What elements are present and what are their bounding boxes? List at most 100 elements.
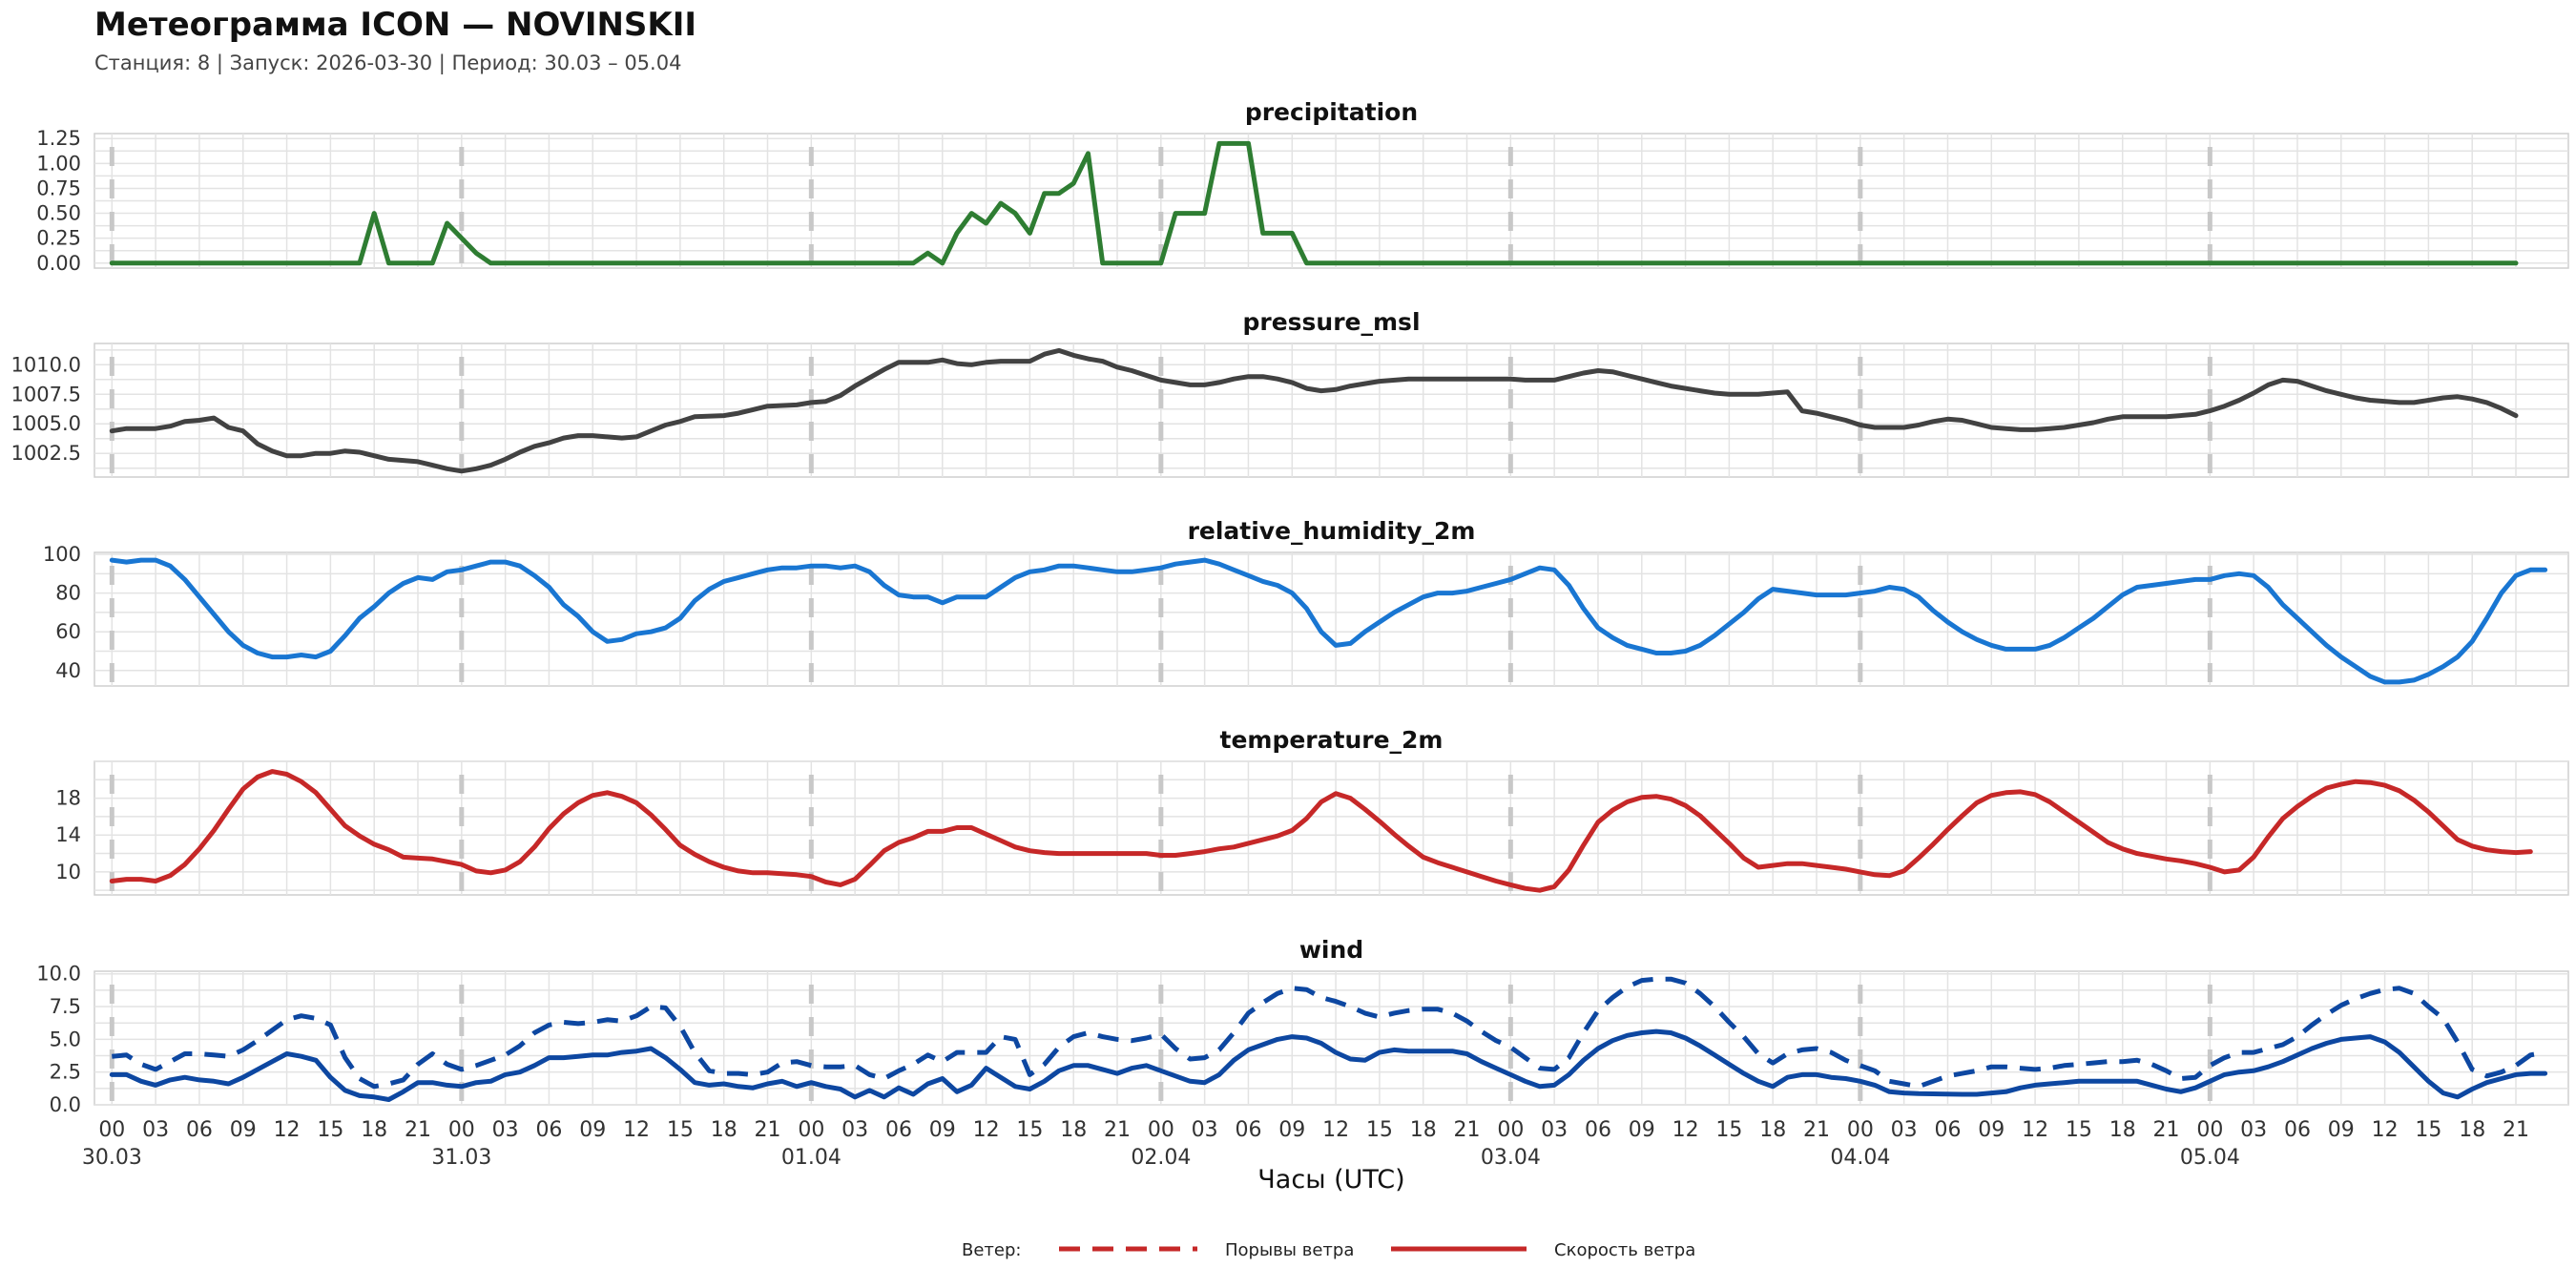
y-tick-label: 14 <box>55 823 81 846</box>
x-tick-hour: 12 <box>1322 1118 1349 1142</box>
x-tick-hour: 00 <box>1847 1118 1874 1142</box>
y-tick-label: 7.5 <box>50 995 81 1018</box>
panel-precipitation: 0.000.250.50 0.751.001.25 precipitation <box>36 98 2569 275</box>
x-tick-hour: 06 <box>2284 1118 2311 1142</box>
series-line-relative-humidity-2m <box>109 557 2548 685</box>
y-tick-label: 0.50 <box>36 202 81 225</box>
y-tick-label: 18 <box>55 787 81 810</box>
x-tick-hour: 12 <box>2372 1118 2399 1142</box>
series-line-wind-1 <box>109 1028 2548 1102</box>
y-tick-label: 1.25 <box>36 127 81 150</box>
y-tick-label: 0.75 <box>36 177 81 199</box>
legend-label-gusts: Порывы ветра <box>1225 1240 1354 1260</box>
x-tick-hour: 06 <box>186 1118 213 1142</box>
x-tick-hour: 03 <box>1891 1118 1918 1142</box>
x-tick-hour: 03 <box>1192 1118 1218 1142</box>
y-tick-label: 2.5 <box>50 1061 81 1084</box>
y-tick-label: 0.25 <box>36 227 81 250</box>
x-tick-hour: 18 <box>711 1118 737 1142</box>
x-tick-hour: 06 <box>1235 1118 1261 1142</box>
panel-pressure-msl: 1002.5 1005.0 1007.5 1010.0 pressure_msl <box>11 308 2569 478</box>
x-tick-hour: 18 <box>1759 1118 1786 1142</box>
x-tick-hour: 21 <box>1803 1118 1830 1142</box>
x-tick-hour: 00 <box>448 1118 475 1142</box>
x-tick-hour: 18 <box>2459 1118 2485 1142</box>
x-tick-hour: 15 <box>667 1118 694 1142</box>
y-tick-label: 1.00 <box>36 152 81 175</box>
x-tick-day: 03.04 <box>1481 1146 1541 1170</box>
x-tick-hour: 09 <box>1978 1118 2005 1142</box>
panel-temperature-2m: 10 14 18 temperature_2m <box>55 726 2569 896</box>
x-tick-hour: 12 <box>623 1118 650 1142</box>
x-tick-day: 04.04 <box>1830 1146 1890 1170</box>
panel-title: wind <box>1299 936 1363 964</box>
x-tick-hour: 00 <box>2196 1118 2223 1142</box>
y-tick-label: 10.0 <box>36 963 81 986</box>
x-tick-hour: 15 <box>317 1118 343 1142</box>
x-tick-hour: 21 <box>405 1118 431 1142</box>
x-tick-hour: 09 <box>929 1118 956 1142</box>
x-tick-hour: 21 <box>2503 1118 2529 1142</box>
panel-relative-humidity-2m: 40 60 80 100 relative_humidity_2m <box>43 517 2569 687</box>
x-tick-day: 02.04 <box>1131 1146 1191 1170</box>
y-tick-label: 0.0 <box>50 1093 81 1116</box>
x-tick-hour: 03 <box>492 1118 519 1142</box>
series-line-pressure-msl <box>109 347 2519 474</box>
x-tick-hour: 00 <box>1497 1118 1524 1142</box>
x-tick-hour: 21 <box>2153 1118 2180 1142</box>
x-tick-hour: 15 <box>2415 1118 2441 1142</box>
x-tick-day: 01.04 <box>781 1146 841 1170</box>
x-tick-hour: 12 <box>2022 1118 2048 1142</box>
x-tick-hour: 12 <box>274 1118 301 1142</box>
y-tick-label: 1002.5 <box>11 442 81 465</box>
panel-wind: 0.0 2.5 5.0 7.5 10.0 wind <box>36 936 2569 1116</box>
x-axis-label: Часы (UTC) <box>1257 1165 1404 1195</box>
y-tick-label: 1007.5 <box>11 383 81 405</box>
y-tick-label: 80 <box>55 582 81 605</box>
page-title: Метеограмма ICON — NOVINSKII <box>94 6 697 44</box>
x-tick-hour: 06 <box>1934 1118 1961 1142</box>
x-tick-day: 05.04 <box>2180 1146 2240 1170</box>
page-subtitle: Станция: 8 | Запуск: 2026-03-30 | Период… <box>94 52 682 74</box>
series-line-wind-0 <box>112 976 2546 1090</box>
y-tick-label: 40 <box>55 659 81 682</box>
x-tick-hour: 00 <box>798 1118 824 1142</box>
x-tick-hour: 03 <box>841 1118 868 1142</box>
y-tick-label: 1010.0 <box>11 353 81 376</box>
y-tick-label: 10 <box>55 861 81 883</box>
x-tick-hour: 09 <box>1278 1118 1305 1142</box>
y-tick-label: 1005.0 <box>11 412 81 435</box>
x-tick-hour: 21 <box>755 1118 781 1142</box>
x-tick-hour: 09 <box>2328 1118 2355 1142</box>
x-tick-hour: 15 <box>1016 1118 1043 1142</box>
x-tick-hour: 12 <box>973 1118 1000 1142</box>
panel-frame <box>93 970 2569 1106</box>
x-tick-day: 30.03 <box>82 1146 142 1170</box>
x-tick-hour: 06 <box>885 1118 912 1142</box>
legend-title: Ветер: <box>962 1240 1021 1260</box>
x-tick-hour: 21 <box>1104 1118 1131 1142</box>
x-tick-hour: 00 <box>1148 1118 1174 1142</box>
legend-label-speed: Скорость ветра <box>1554 1240 1695 1260</box>
y-tick-label: 100 <box>43 543 81 566</box>
x-tick-hour: 21 <box>1454 1118 1481 1142</box>
panel-title: precipitation <box>1245 98 1418 126</box>
x-tick-hour: 03 <box>2240 1118 2267 1142</box>
x-tick-hour: 15 <box>2066 1118 2092 1142</box>
x-tick-hour: 09 <box>1629 1118 1655 1142</box>
panel-frame <box>93 760 2569 896</box>
panel-title: temperature_2m <box>1220 726 1444 754</box>
x-tick-hour: 18 <box>2109 1118 2136 1142</box>
x-tick-hour: 03 <box>142 1118 169 1142</box>
series-line-precipitation <box>109 140 2519 266</box>
x-tick-hour: 06 <box>535 1118 562 1142</box>
x-tick-hour: 18 <box>361 1118 387 1142</box>
y-tick-label: 60 <box>55 620 81 643</box>
x-tick-hour: 15 <box>1715 1118 1742 1142</box>
x-tick-hour: 15 <box>1366 1118 1393 1142</box>
x-tick-day: 31.03 <box>431 1146 491 1170</box>
x-tick-hour: 09 <box>230 1118 257 1142</box>
panel-frame <box>93 343 2569 478</box>
x-tick-hour: 06 <box>1585 1118 1611 1142</box>
x-tick-hour: 18 <box>1410 1118 1437 1142</box>
